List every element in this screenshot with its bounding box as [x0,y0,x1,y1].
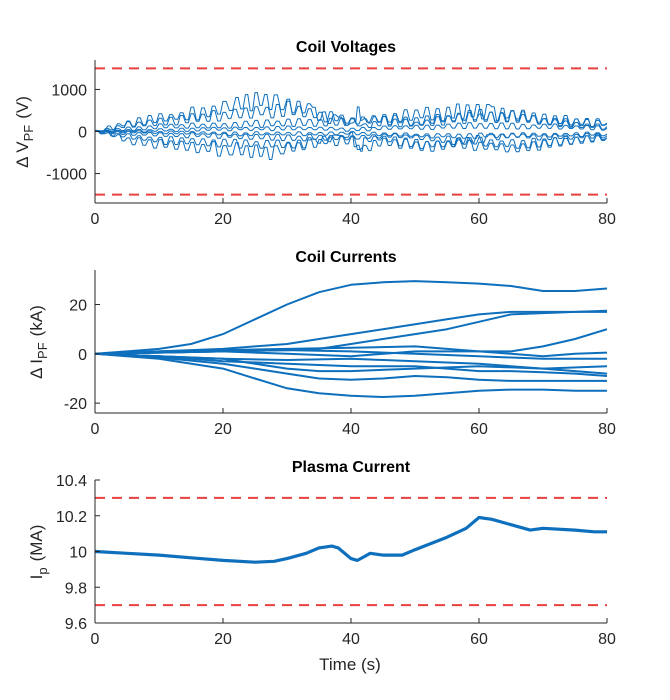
series-group [95,515,607,564]
series-line [95,352,607,373]
x-tick-label: 80 [598,421,616,438]
y-tick-label: 10 [69,545,87,562]
y-axis-label-sub: PF [21,125,36,142]
x-tick-label: 40 [342,211,360,228]
series-group [95,280,607,398]
x-tick-label: 0 [91,421,100,438]
series-line [95,328,607,355]
x-tick-label: 40 [342,421,360,438]
x-axis-label: Time (s) [319,655,381,674]
y-axis-label-prefix: Δ I [27,359,46,379]
series-line [95,100,607,132]
series-line [95,130,607,149]
x-tick-label: 60 [470,631,488,648]
y-axis-label-unit: (MA) [27,525,46,562]
y-tick-label: 0 [78,347,87,364]
series-line [95,352,607,382]
plot-area: 0 20 40 60 80 9.6 9.8 10 10.2 10.4 [56,473,616,648]
x-tick-label: 20 [214,211,232,228]
x-tick-label: 40 [342,631,360,648]
x-tick-label: 80 [598,211,616,228]
series-line [95,122,607,133]
series-line [95,92,607,132]
series-line [95,129,607,153]
x-tick-label: 20 [214,631,232,648]
y-tick-label: -20 [64,396,87,413]
y-axis-label: Δ IPF (kA) [27,305,50,379]
series-line [95,310,607,355]
y-axis-label: Ip (MA) [27,525,50,580]
series-line [95,280,607,355]
y-tick-label: 9.8 [65,580,87,597]
chart-title: Coil Voltages [296,39,396,56]
y-axis-label-sub: PF [35,342,50,359]
x-tick-label: 20 [214,421,232,438]
x-tick-label: 0 [91,211,100,228]
chart-title: Plasma Current [292,459,411,476]
series-line [95,129,607,139]
x-tick-label: 60 [470,211,488,228]
y-axis-label-unit: (kA) [27,305,46,336]
panel-plasma-current: Plasma Current 0 20 40 60 80 9.6 9.8 10 10.2 10.4… [27,459,616,674]
series-line [95,515,607,564]
x-tick-label: 60 [470,421,488,438]
y-tick-label: 9.6 [65,616,87,633]
y-tick-label: 20 [69,298,87,315]
plot-area: 0 20 40 60 80 -1000 0 1000 [46,60,616,228]
x-tick-label: 0 [91,631,100,648]
y-axis-label: Δ VPF (V) [13,96,36,168]
y-axis-label-prefix: Δ V [13,141,32,168]
y-axis-label-prefix: I [27,575,46,580]
y-tick-label: 0 [78,125,87,142]
series-group [95,92,607,160]
chart-title: Coil Currents [295,249,396,266]
x-tick-label: 80 [598,631,616,648]
y-axis-label-sub: p [35,567,50,574]
y-tick-label: 10.2 [56,509,87,526]
series-line [95,352,607,398]
panel-coil-voltages: Coil Voltages 0 20 40 60 80 -1000 0 1000 Δ VPF (… [13,39,616,228]
series-line [95,349,607,360]
y-tick-label: 1000 [51,82,87,99]
y-axis-label-unit: (V) [13,96,32,119]
series-line [95,110,607,133]
y-tick-label: 10.4 [56,473,87,490]
y-tick-label: -1000 [46,167,87,184]
